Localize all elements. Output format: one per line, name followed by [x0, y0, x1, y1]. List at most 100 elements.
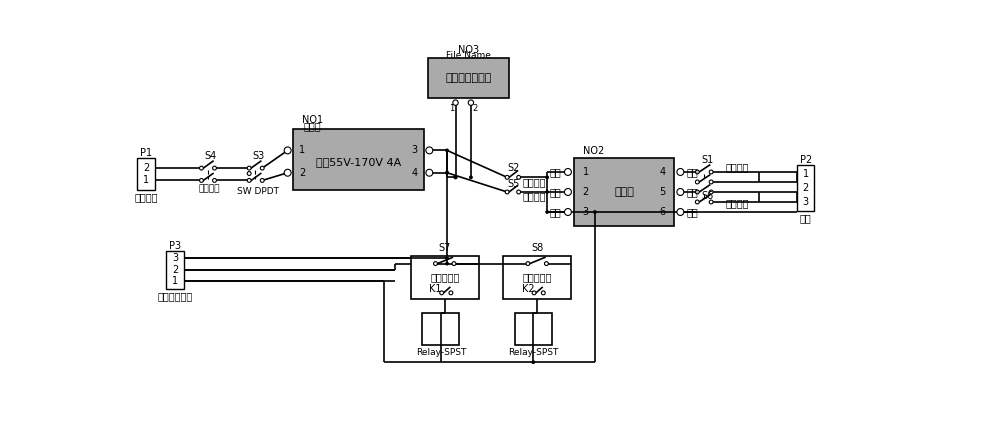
Text: 6: 6	[660, 207, 666, 217]
Text: 合闸空开: 合闸空开	[726, 162, 749, 172]
Circle shape	[517, 175, 521, 179]
Circle shape	[505, 190, 509, 194]
Text: 3: 3	[583, 207, 589, 217]
Text: NO2: NO2	[583, 146, 604, 156]
Circle shape	[544, 262, 548, 266]
Text: 公共: 公共	[687, 207, 699, 217]
Circle shape	[445, 171, 449, 175]
Text: 3: 3	[172, 253, 178, 263]
Text: K1: K1	[429, 284, 442, 294]
Bar	[166, 251, 184, 289]
Text: 调压55V-170V 4A: 调压55V-170V 4A	[316, 157, 401, 167]
Circle shape	[247, 166, 251, 170]
Bar	[503, 256, 571, 299]
Text: P1: P1	[140, 149, 152, 159]
Text: 测试分闸: 测试分闸	[522, 192, 546, 202]
Text: S8: S8	[531, 243, 543, 253]
Text: 全电压分闸: 全电压分闸	[522, 272, 552, 282]
Text: Relay-SPST: Relay-SPST	[416, 348, 466, 357]
Circle shape	[564, 168, 571, 175]
Text: 公共: 公共	[550, 207, 561, 217]
Circle shape	[454, 175, 457, 179]
Text: 3: 3	[803, 197, 809, 207]
Text: 测试合闸: 测试合闸	[522, 177, 546, 187]
Text: 输出: 输出	[800, 213, 812, 223]
Text: 全电压合闸: 全电压合闸	[430, 272, 459, 282]
Text: Relay-SPST: Relay-SPST	[508, 348, 558, 357]
Text: S1: S1	[701, 155, 713, 165]
Circle shape	[505, 175, 509, 179]
Circle shape	[199, 178, 203, 182]
Circle shape	[677, 209, 684, 216]
Circle shape	[468, 100, 474, 105]
Circle shape	[284, 147, 291, 154]
Circle shape	[426, 147, 433, 154]
Circle shape	[284, 169, 291, 176]
Circle shape	[445, 262, 449, 266]
Text: 2: 2	[172, 265, 178, 275]
Circle shape	[434, 262, 437, 266]
Text: 2: 2	[143, 163, 149, 173]
Circle shape	[532, 291, 536, 295]
Text: 5: 5	[660, 187, 666, 197]
Circle shape	[426, 169, 433, 176]
Text: 1: 1	[583, 167, 589, 177]
Circle shape	[445, 256, 449, 260]
Text: SW DPDT: SW DPDT	[237, 187, 279, 196]
Circle shape	[709, 200, 713, 204]
Text: S2: S2	[507, 163, 519, 173]
Circle shape	[695, 190, 699, 194]
Circle shape	[449, 291, 453, 295]
Circle shape	[213, 166, 216, 170]
Text: 1: 1	[172, 276, 178, 286]
Circle shape	[545, 190, 549, 194]
Text: NO1: NO1	[302, 114, 323, 124]
Text: File Name: File Name	[446, 51, 491, 60]
Circle shape	[541, 291, 545, 295]
Bar	[411, 256, 479, 299]
Text: 合闸: 合闸	[550, 167, 561, 177]
Bar	[422, 313, 459, 345]
Circle shape	[695, 180, 699, 184]
Text: 合闸: 合闸	[687, 167, 699, 177]
Circle shape	[564, 209, 571, 216]
Text: 跳闸空开: 跳闸空开	[726, 198, 749, 208]
Text: P2: P2	[800, 156, 812, 165]
Text: 直流输入: 直流输入	[134, 192, 158, 202]
Text: 1: 1	[143, 175, 149, 185]
Text: 1: 1	[803, 169, 809, 179]
Bar	[797, 165, 814, 211]
Text: S7: S7	[439, 243, 451, 253]
Circle shape	[531, 360, 535, 364]
Circle shape	[526, 262, 530, 266]
Bar	[293, 129, 424, 191]
Text: S3: S3	[252, 151, 265, 161]
Text: 2: 2	[583, 187, 589, 197]
Circle shape	[452, 262, 456, 266]
Circle shape	[445, 149, 449, 152]
Circle shape	[260, 166, 264, 170]
Text: 1: 1	[299, 146, 305, 156]
Text: 1: 1	[449, 104, 454, 113]
Text: NO3: NO3	[458, 45, 479, 55]
Text: 分闸: 分闸	[687, 187, 699, 197]
Text: 2: 2	[472, 104, 477, 113]
Circle shape	[454, 175, 457, 179]
Text: 直流空开: 直流空开	[198, 184, 220, 194]
Circle shape	[453, 100, 458, 105]
Circle shape	[247, 178, 251, 182]
Text: 电压及其他指示: 电压及其他指示	[445, 73, 491, 83]
Text: P3: P3	[169, 241, 181, 251]
Circle shape	[440, 291, 444, 295]
Bar	[137, 158, 155, 191]
Text: S6: S6	[701, 191, 713, 201]
Circle shape	[677, 168, 684, 175]
Circle shape	[469, 175, 473, 179]
Text: 调压板: 调压板	[303, 121, 321, 131]
Circle shape	[709, 170, 713, 174]
Circle shape	[709, 190, 713, 194]
Circle shape	[213, 178, 216, 182]
Text: K2: K2	[522, 284, 534, 294]
Circle shape	[709, 180, 713, 184]
Circle shape	[564, 188, 571, 195]
